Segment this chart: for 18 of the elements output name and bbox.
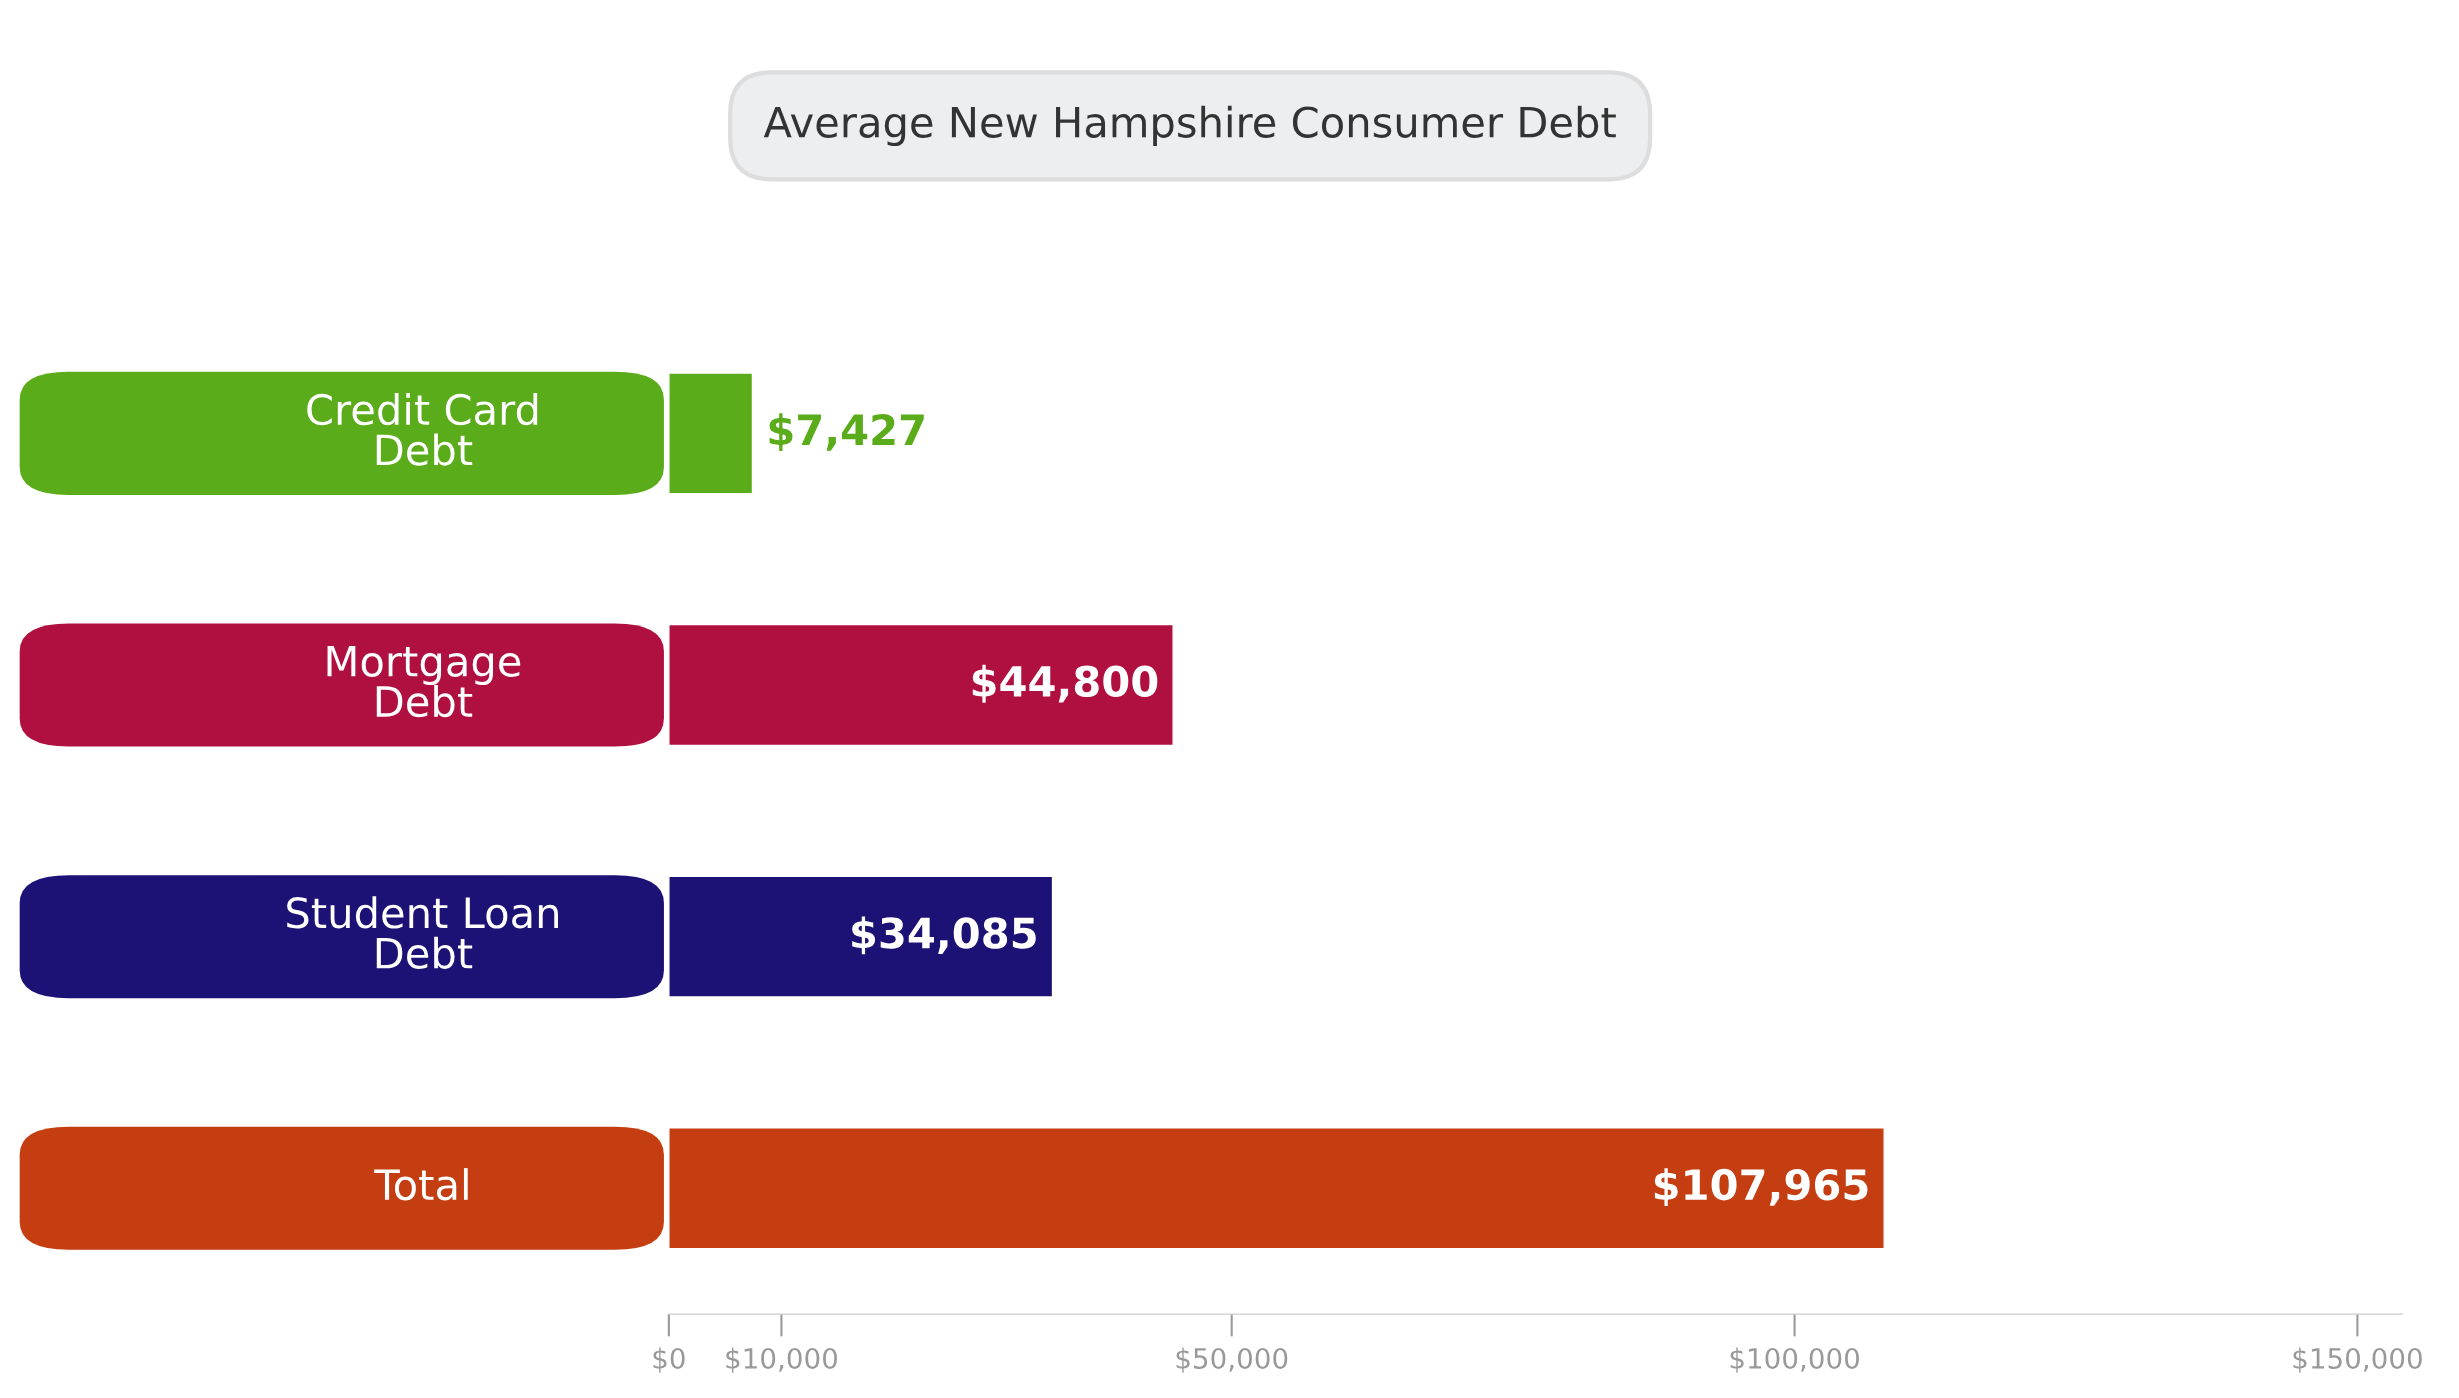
x-tick-label: $10,000	[726, 1347, 838, 1373]
data-label: $7,427	[769, 413, 924, 451]
y-tick-label: Credit Card Debt	[307, 393, 538, 466]
data-label: $107,965	[1654, 1168, 1868, 1206]
y-tick-label: Total	[374, 1168, 468, 1201]
x-tick-label: $0	[653, 1347, 685, 1373]
bar	[668, 372, 754, 495]
x-tick-label: $150,000	[2293, 1347, 2422, 1373]
x-tick-label: $50,000	[1176, 1347, 1288, 1373]
bar	[668, 623, 1174, 747]
data-label: $34,085	[852, 916, 1036, 955]
x-tick-label: $100,000	[1730, 1347, 1859, 1373]
chart-title: Average New Hampshire Consumer Debt	[763, 105, 1616, 146]
data-label: $44,800	[972, 664, 1158, 703]
bar	[668, 875, 1054, 998]
y-tick-label: Student Loan Debt	[287, 896, 558, 969]
y-tick-label: Mortgage Debt	[327, 645, 521, 718]
bar	[668, 1127, 1885, 1250]
